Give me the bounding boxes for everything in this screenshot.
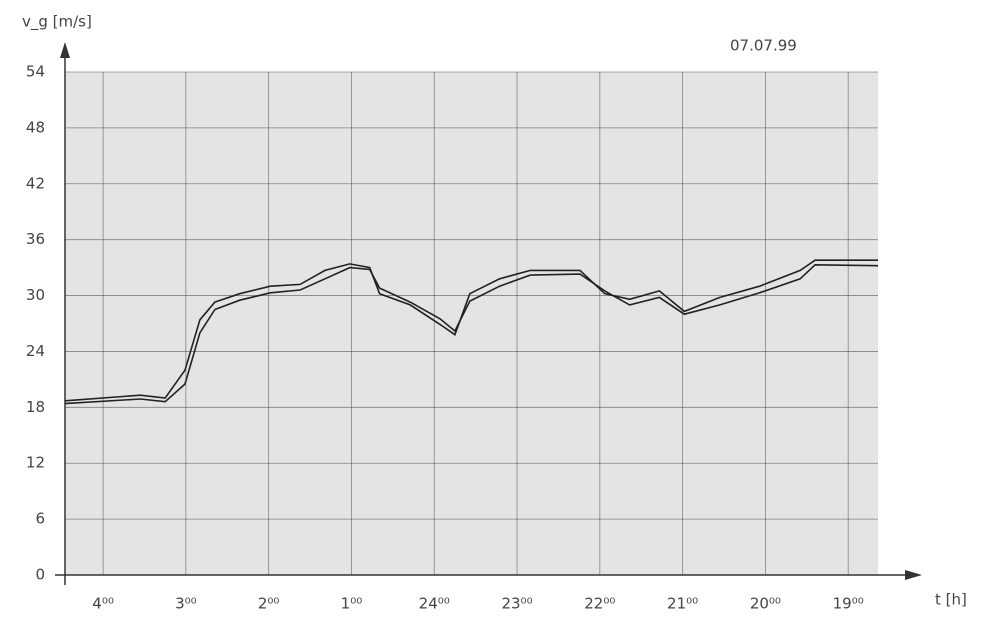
x-tick-label: 1⁰⁰ xyxy=(341,595,363,613)
chart: v_g [m/s] t [h] 07.07.99 0 6 12 18 24 30 36 42 4… xyxy=(0,0,993,624)
y-tick-label: 36 xyxy=(26,230,45,248)
x-tick-label: 21⁰⁰ xyxy=(667,595,698,613)
y-tick-label: 54 xyxy=(26,63,45,81)
chart-title: 07.07.99 xyxy=(730,37,797,55)
x-tick-label: 24⁰⁰ xyxy=(419,595,450,613)
y-tick-label: 48 xyxy=(26,118,45,136)
x-tick-label: 3⁰⁰ xyxy=(175,595,197,613)
y-tick-label: 6 xyxy=(35,510,45,528)
plot-area xyxy=(65,72,878,575)
x-tick-label: 20⁰⁰ xyxy=(750,595,781,613)
y-tick-label: 42 xyxy=(26,174,45,192)
y-tick-label: 30 xyxy=(26,286,45,304)
y-tick-label: 24 xyxy=(26,342,45,360)
x-tick-label: 19⁰⁰ xyxy=(833,595,864,613)
x-tick-label: 23⁰⁰ xyxy=(501,595,532,613)
y-tick-label: 18 xyxy=(26,398,45,416)
y-arrow xyxy=(60,42,70,58)
x-axis-title: t [h] xyxy=(935,591,967,609)
x-arrow xyxy=(905,570,922,580)
x-tick-label: 2⁰⁰ xyxy=(258,595,280,613)
y-tick-label: 0 xyxy=(35,566,45,584)
y-axis-title: v_g [m/s] xyxy=(22,13,92,32)
y-tick-label: 12 xyxy=(26,454,45,472)
x-tick-label: 4⁰⁰ xyxy=(92,595,114,613)
x-tick-label: 22⁰⁰ xyxy=(584,595,615,613)
